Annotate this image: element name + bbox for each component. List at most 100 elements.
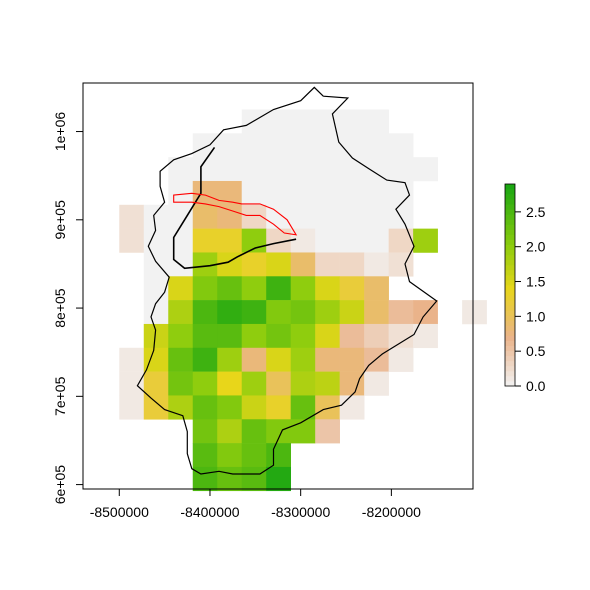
- raster-cell: [168, 371, 194, 396]
- raster-cell: [143, 323, 169, 349]
- colorbar-band: [505, 204, 515, 210]
- raster-cell: [290, 323, 316, 349]
- colorbar-band: [505, 249, 515, 256]
- colorbar-band: [505, 335, 515, 341]
- y-tick-label: 7e+05: [52, 376, 68, 416]
- raster-layer: [119, 109, 487, 492]
- raster-cell: [192, 300, 218, 325]
- raster-cell: [266, 395, 291, 420]
- raster-cell: [315, 300, 340, 325]
- region-outline: [136, 86, 438, 475]
- raster-cell: [143, 347, 169, 372]
- raster-cell: [241, 419, 267, 444]
- colorbar-band: [505, 340, 515, 346]
- colorbar-tick-label: 0.0: [526, 378, 546, 394]
- raster-cell: [388, 228, 414, 253]
- raster-cell: [217, 323, 243, 349]
- raster-cell: [413, 157, 438, 182]
- raster-cell: [217, 157, 243, 182]
- x-tick-label: -8300000: [271, 504, 330, 520]
- raster-cell: [266, 109, 291, 134]
- raster-cell: [364, 228, 389, 253]
- raster-cell: [462, 300, 487, 325]
- raster-cell: [315, 157, 340, 182]
- raster-cell: [266, 133, 291, 158]
- raster-cell: [339, 276, 365, 301]
- raster-cell: [315, 371, 340, 396]
- raster-cell: [266, 419, 291, 444]
- raster-cell: [315, 252, 340, 277]
- raster-cell: [192, 371, 218, 396]
- raster-cell: [388, 252, 414, 277]
- colorbar-band: [505, 244, 515, 251]
- colorbar-band: [505, 184, 515, 190]
- colorbar-band: [505, 274, 515, 281]
- x-tick-label: -8200000: [362, 504, 421, 520]
- raster-cell: [339, 395, 365, 420]
- colorbar-band: [505, 269, 515, 276]
- colorbar-tick-label: 0.5: [526, 343, 546, 359]
- raster-cell: [241, 157, 267, 182]
- raster-cell: [266, 466, 291, 492]
- raster-cell: [364, 300, 389, 325]
- raster-cell: [388, 347, 414, 372]
- raster-cell: [388, 180, 414, 206]
- raster-cell: [315, 228, 340, 253]
- colorbar-band: [505, 300, 515, 306]
- colorbar-band: [505, 380, 515, 387]
- raster-cell: [241, 323, 267, 349]
- raster-cell: [388, 300, 414, 325]
- raster-cell: [143, 276, 169, 301]
- colorbar-band: [505, 320, 515, 326]
- colorbar-band: [505, 239, 515, 245]
- y-tick-label: 6e+05: [52, 465, 68, 505]
- raster-cell: [290, 204, 316, 229]
- raster-cell: [339, 180, 365, 206]
- raster-cell: [266, 204, 291, 229]
- raster-cell: [241, 443, 267, 468]
- raster-cell: [339, 252, 365, 277]
- x-tick-label: -8400000: [180, 504, 239, 520]
- raster-cell: [143, 228, 169, 253]
- raster-cell: [290, 276, 316, 301]
- raster-cell: [217, 228, 243, 253]
- raster-cell: [315, 419, 340, 444]
- raster-cell: [339, 228, 365, 253]
- raster-cell: [143, 371, 169, 396]
- y-tick-label: 9e+05: [52, 200, 68, 240]
- raster-cell: [241, 180, 267, 206]
- y-axis: 6e+05 7e+05 8e+05 9e+05 1e+06: [52, 112, 84, 505]
- raster-cell: [119, 204, 145, 229]
- raster-cell: [266, 347, 291, 372]
- raster-cell: [364, 133, 389, 158]
- colorbar-legend: 0.0 0.5 1.0 1.5 2.0 2.5: [504, 183, 546, 394]
- raster-cell: [315, 347, 340, 372]
- raster-cell: [266, 323, 291, 349]
- raster-cell: [241, 276, 267, 301]
- colorbar-band: [505, 370, 515, 377]
- raster-cell: [339, 371, 365, 396]
- raster-cell: [168, 276, 194, 301]
- raster-cell: [143, 204, 169, 229]
- raster-cell: [192, 466, 218, 492]
- colorbar-band: [505, 325, 515, 331]
- raster-cell: [339, 157, 365, 182]
- raster-cell: [364, 180, 389, 206]
- colorbar-band: [505, 194, 515, 200]
- raster-cell: [290, 180, 316, 206]
- raster-cell: [119, 347, 145, 372]
- raster-cell: [217, 419, 243, 444]
- raster-cell: [217, 133, 243, 158]
- raster-cell: [217, 371, 243, 396]
- raster-cell: [364, 109, 389, 134]
- raster-cell: [119, 395, 145, 420]
- raster-cell: [339, 204, 365, 229]
- raster-cell: [364, 276, 389, 301]
- raster-cell: [413, 323, 438, 349]
- raster-cell: [192, 204, 218, 229]
- raster-cell: [192, 276, 218, 301]
- raster-cell: [290, 371, 316, 396]
- colorbar-band: [505, 189, 515, 195]
- raster-cell: [241, 252, 267, 277]
